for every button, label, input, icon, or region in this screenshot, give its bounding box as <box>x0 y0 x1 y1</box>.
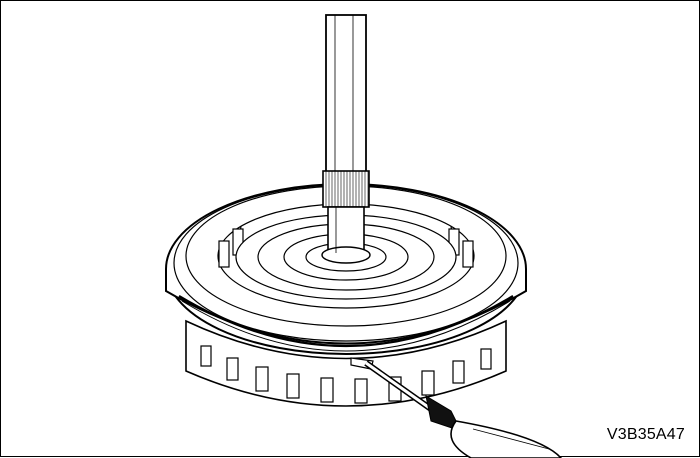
figure-code: V3B35A47 <box>606 426 685 443</box>
clutch-drum-lower <box>185 319 507 407</box>
input-shaft <box>321 14 371 264</box>
